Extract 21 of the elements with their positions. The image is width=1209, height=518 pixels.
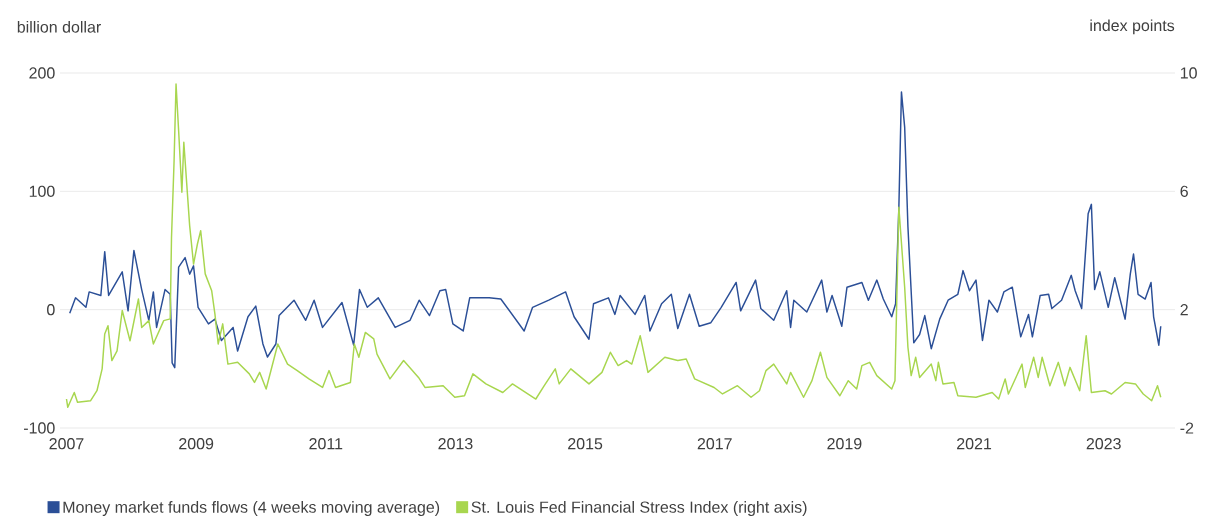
y-axis-title: billion dollar bbox=[17, 20, 101, 33]
y-tick-label: 100 bbox=[29, 185, 55, 197]
y-tick-label: 200 bbox=[29, 67, 55, 79]
y2-tick-label: -2 bbox=[1180, 422, 1194, 434]
y2-tick-label: 2 bbox=[1180, 304, 1188, 316]
y2-tick-label: 6 bbox=[1180, 185, 1188, 197]
x-tick-label: 2011 bbox=[309, 438, 343, 450]
x-tick-label: 2021 bbox=[957, 438, 992, 450]
legend-label: St. Louis Fed Financial Stress Index (right axis) bbox=[471, 501, 807, 516]
x-tick-label: 2013 bbox=[438, 438, 473, 450]
x-tick-label: 2023 bbox=[1086, 438, 1121, 450]
x-tick-label: 2019 bbox=[827, 438, 862, 450]
y2-tick-label: 10 bbox=[1180, 67, 1197, 79]
x-tick-label: 2015 bbox=[568, 438, 603, 450]
x-tick-label: 2007 bbox=[49, 438, 84, 450]
x-tick-label: 2009 bbox=[179, 438, 214, 450]
legend-label: Money market funds flows (4 weeks moving average) bbox=[63, 501, 440, 516]
y2-axis-title: index points bbox=[1090, 19, 1175, 35]
x-tick-label: 2017 bbox=[697, 438, 732, 450]
y-tick-label: 0 bbox=[47, 304, 55, 316]
y-tick-label: -100 bbox=[23, 422, 55, 434]
